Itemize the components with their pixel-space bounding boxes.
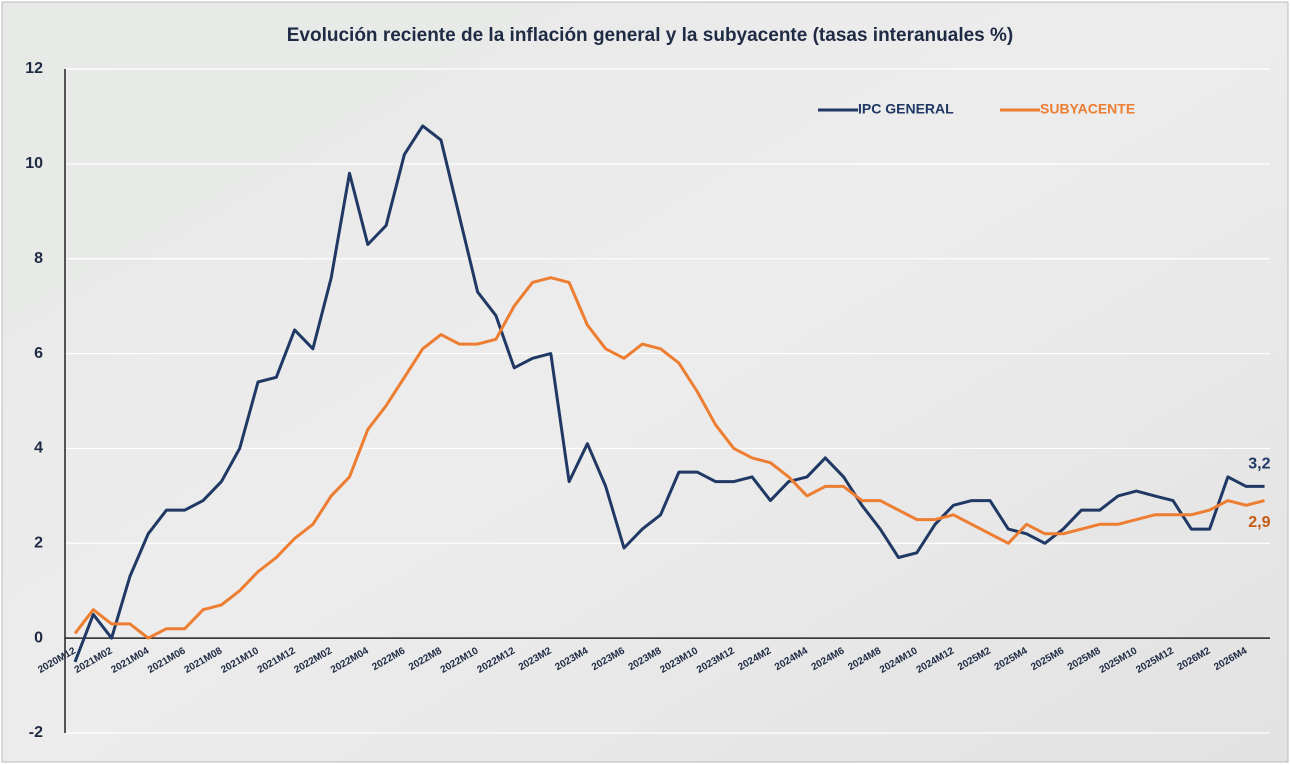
data-label: 2,9 [1248,514,1270,531]
y-tick-label: 12 [25,60,43,77]
legend-label: IPC GENERAL [858,101,954,117]
y-tick-label: 10 [25,155,43,172]
y-tick-label: 2 [34,535,43,552]
chart: Evolución reciente de la inflación gener… [0,0,1291,765]
y-tick-label: 4 [34,440,43,457]
page: Evolución reciente de la inflación gener… [0,0,1291,765]
y-tick-label: 0 [34,629,43,646]
legend-label: SUBYACENTE [1040,101,1135,117]
chart-title: Evolución reciente de la inflación gener… [287,25,1013,46]
y-tick-label: 6 [34,345,43,362]
data-label: 3,2 [1248,456,1270,473]
y-tick-label: -2 [29,724,43,741]
y-tick-label: 8 [34,250,43,267]
